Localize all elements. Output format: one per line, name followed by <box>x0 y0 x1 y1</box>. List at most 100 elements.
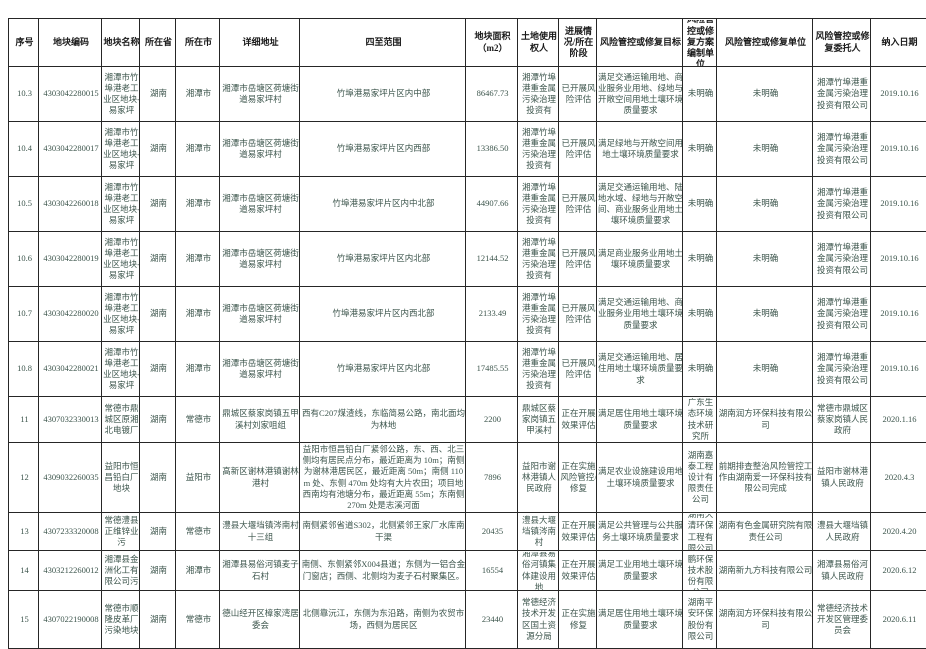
table-cell: 北侧靠沅江，东侧为东沿路，南侧为农贸市场，西侧为居民区 <box>300 591 466 649</box>
table-cell: 常德市鼎城区原湘北电镀厂 <box>102 397 140 443</box>
table-cell: 2200 <box>466 397 518 443</box>
table-cell: 4303042260018 <box>39 177 102 232</box>
table-cell: 常德经济技术开发区国土资源分局 <box>518 591 559 649</box>
table-cell: 4307032330013 <box>39 397 102 443</box>
table-cell: 湘潭竹埠港重金属污染治理投资有 <box>518 67 559 122</box>
table-cell: 益阳市谢林港镇人民政府 <box>813 443 871 513</box>
table-cell: 未明确 <box>683 122 717 177</box>
table-cell: 德山经开区樟家湾居委会 <box>220 591 300 649</box>
table-cell: 湘潭竹埠港重金属污染治理投资有 <box>518 342 559 397</box>
table-cell: 湖南 <box>140 591 176 649</box>
table-cell: 正在实施修复 <box>559 591 597 649</box>
table-cell: 鼎城区蔡家岗镇五甲溪村刘家咀组 <box>220 397 300 443</box>
table-cell: 满足农业设施建设用地土壤环境质量要求 <box>597 443 683 513</box>
table-cell: 常德市顺隆皮革厂污染地块 <box>102 591 140 649</box>
table-cell: 湖南 <box>140 513 176 551</box>
table-cell: 广东生态环境技术研究所 <box>683 397 717 443</box>
table-cell: 满足工业用地土壤环境质量要求 <box>597 551 683 591</box>
table-cell: 10.5 <box>9 177 39 232</box>
table-cell: 湘潭竹埠港重金属污染治理投资有限公司 <box>813 342 871 397</box>
contaminated-land-parcel-table-wrap: 序号地块编码地块名称所在省所在市详细地址四至范围地块面积（m2）土地使用权人进展… <box>8 18 926 649</box>
table-cell: 湘潭县易俗河镇麦子石村 <box>220 551 300 591</box>
table-cell: 湖南 <box>140 342 176 397</box>
table-cell: 未明确 <box>717 342 813 397</box>
table-cell: 鼎城区蔡家岗镇五甲溪村 <box>518 397 559 443</box>
table-cell: 湘潭县金洲化工有限公司污 <box>102 551 140 591</box>
table-cell: 湘潭市竹埠港老工业区地块-易家坪 <box>102 287 140 342</box>
table-cell: 正在开展效果评估 <box>559 513 597 551</box>
table-cell: 高新区谢林港镇谢林港村 <box>220 443 300 513</box>
table-cell: 竹埠港易家坪片区内西北部 <box>300 287 466 342</box>
table-cell: 2020.4.20 <box>871 513 926 551</box>
table-cell: 湘潭竹埠港重金属污染治理投资有 <box>518 122 559 177</box>
table-cell: 满足绿地与开敞空间用地土壤环境质量要求 <box>597 122 683 177</box>
table-cell: 10.4 <box>9 122 39 177</box>
table-cell: 湘潭市竹埠港老工业区地块-易家坪 <box>102 342 140 397</box>
column-header: 所在省 <box>140 19 176 67</box>
table-cell: 未明确 <box>683 232 717 287</box>
table-cell: 4309032260035 <box>39 443 102 513</box>
table-cell: 4303212260012 <box>39 551 102 591</box>
table-cell: 12144.52 <box>466 232 518 287</box>
table-cell: 4303042280021 <box>39 342 102 397</box>
table-cell: 20435 <box>466 513 518 551</box>
table-cell: 2019.10.16 <box>871 67 926 122</box>
table-cell: 湘潭竹埠港重金属污染治理投资有 <box>518 232 559 287</box>
table-cell: 湖南平安环保股份有限公司 <box>683 591 717 649</box>
table-cell: 湖南 <box>140 177 176 232</box>
table-cell: 湘潭市 <box>176 287 220 342</box>
table-cell: 常德市 <box>176 513 220 551</box>
table-cell: 常德市鼎城区蔡家岗镇人民政府 <box>813 397 871 443</box>
table-cell: 2020.6.11 <box>871 591 926 649</box>
table-cell: 2020.6.12 <box>871 551 926 591</box>
table-cell: 湘潭市 <box>176 67 220 122</box>
table-cell: 未明确 <box>717 177 813 232</box>
table-cell: 常德市 <box>176 591 220 649</box>
table-cell: 湘潭竹埠港重金属污染治理投资有限公司 <box>813 287 871 342</box>
table-cell: 湘潭市岳塘区荷塘街道易家坪村 <box>220 122 300 177</box>
table-cell: 深圳粤鹏环保技术股份有限公司 <box>683 551 717 591</box>
table-cell: 10.8 <box>9 342 39 397</box>
column-header: 土地使用权人 <box>518 19 559 67</box>
table-cell: 15 <box>9 591 39 649</box>
column-header: 进展情况/所在阶段 <box>559 19 597 67</box>
table-cell: 湘潭市竹埠港老工业区地块-易家坪 <box>102 232 140 287</box>
table-cell: 湘潭市 <box>176 177 220 232</box>
table-cell: 湘潭市岳塘区荷塘街道易家坪村 <box>220 177 300 232</box>
table-cell: 湖南润方环保科技有限公司 <box>717 397 813 443</box>
table-cell: 未明确 <box>717 67 813 122</box>
table-cell: 湘潭市 <box>176 342 220 397</box>
table-cell: 益阳市 <box>176 443 220 513</box>
table-cell: 澧县大堰垱镇人民政府 <box>813 513 871 551</box>
table-cell: 未明确 <box>683 342 717 397</box>
column-header: 序号 <box>9 19 39 67</box>
table-cell: 未明确 <box>683 67 717 122</box>
table-cell: 已开展风险评估 <box>559 342 597 397</box>
table-cell: 湘潭县易俗河镇人民政府 <box>813 551 871 591</box>
table-cell: 湘潭竹埠港重金属污染治理投资有限公司 <box>813 177 871 232</box>
table-cell: 2133.49 <box>466 287 518 342</box>
table-cell: 17485.55 <box>466 342 518 397</box>
table-cell: 10.7 <box>9 287 39 342</box>
table-cell: 44907.66 <box>466 177 518 232</box>
table-cell: 湘潭市竹埠港老工业区地块-易家坪 <box>102 177 140 232</box>
table-cell: 湖南 <box>140 67 176 122</box>
table-cell: 14 <box>9 551 39 591</box>
column-header: 风险管控或修复单位 <box>717 19 813 67</box>
table-cell: 正在实施风险管控/修复 <box>559 443 597 513</box>
table-cell: 满足居住用地土壤环境质量要求 <box>597 591 683 649</box>
table-cell: 已开展风险评估 <box>559 67 597 122</box>
table-cell: 满足交通运输用地、商业服务业用地土壤环境质量要求 <box>597 287 683 342</box>
table-cell: 满足交通运输用地、居住用地土壤环境质量要求 <box>597 342 683 397</box>
column-header: 详细地址 <box>220 19 300 67</box>
table-cell: 湘潭市岳塘区荷塘街道易家坪村 <box>220 232 300 287</box>
table-cell: 湘潭竹埠港重金属污染治理投资有限公司 <box>813 122 871 177</box>
column-header: 风险管控或修复目标 <box>597 19 683 67</box>
table-cell: 南侧、东侧紧邻X004县道；东侧为一铝合金门窗店；西侧、北侧均为麦子石村聚集区。 <box>300 551 466 591</box>
table-cell: 未明确 <box>683 177 717 232</box>
table-cell: 常德澧县正维锌业污 <box>102 513 140 551</box>
